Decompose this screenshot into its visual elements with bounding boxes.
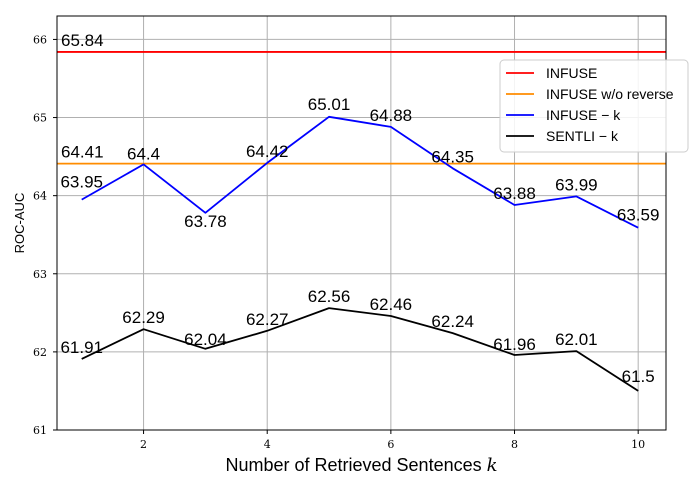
y-tick-label: 64: [33, 190, 47, 203]
data-label: 63.78: [184, 212, 227, 231]
series-infuse-k-line: [81, 115, 639, 229]
data-label: 65.01: [308, 95, 351, 114]
data-label: 61.5: [622, 367, 655, 386]
y-axis-label: ROC-AUC: [12, 193, 27, 254]
data-label: 64.42: [246, 142, 289, 161]
data-label: 62.29: [122, 308, 165, 327]
y-tick-label: 63: [33, 268, 47, 281]
legend-label: INFUSE − k: [546, 107, 621, 123]
legend-label: INFUSE: [546, 65, 597, 81]
legend-box: [499, 59, 689, 153]
x-tick-label: 8: [511, 438, 518, 451]
data-labels: 65.84 64.41 63.95 64.4 63.78 64.42 65.01 64.88 6…: [60, 31, 659, 386]
plot-frame: [56, 15, 667, 431]
data-label: 64.35: [431, 147, 474, 166]
data-label: 63.99: [555, 175, 598, 194]
data-label: 63.59: [617, 206, 660, 225]
data-label: 62.27: [246, 310, 289, 329]
series-sentli-k-line: [81, 307, 639, 392]
x-axis-label: Number of Retrieved Sentences k: [225, 455, 497, 476]
legend-label: SENTLI − k: [546, 128, 619, 144]
y-tick-label: 61: [33, 424, 47, 437]
data-label: 62.56: [308, 287, 351, 306]
legend-entry: INFUSE: [506, 65, 597, 81]
x-tick-label: 4: [264, 438, 271, 451]
data-label: 64.41: [61, 143, 104, 162]
legend: INFUSE INFUSE w/o reverse INFUSE − k SENTLI…: [499, 59, 689, 153]
data-label: 63.95: [60, 173, 103, 192]
data-label: 61.96: [493, 335, 536, 354]
x-tick-label: 10: [631, 438, 645, 451]
data-label: 62.04: [184, 330, 227, 349]
x-tick-label: 6: [387, 438, 394, 451]
y-tick-label: 62: [33, 346, 47, 359]
y-tick-label: 65: [33, 112, 47, 125]
legend-entry: INFUSE − k: [506, 107, 621, 123]
legend-entry: INFUSE w/o reverse: [506, 86, 674, 102]
axis-ticks: 2 4 6 8 10 61 62 63 64 65 66: [33, 33, 645, 451]
series-lines: [57, 51, 666, 392]
legend-entry: SENTLI − k: [506, 128, 619, 144]
data-label: 63.88: [493, 184, 536, 203]
data-label: 64.4: [127, 144, 160, 163]
data-label: 64.88: [370, 106, 413, 125]
legend-label: INFUSE w/o reverse: [546, 86, 674, 102]
y-tick-label: 66: [33, 33, 47, 46]
data-label: 62.01: [555, 330, 598, 349]
data-label: 62.46: [370, 295, 413, 314]
data-label: 62.24: [431, 312, 474, 331]
data-label: 65.84: [61, 31, 104, 50]
x-tick-label: 2: [140, 438, 147, 451]
data-label: 61.91: [60, 338, 103, 357]
